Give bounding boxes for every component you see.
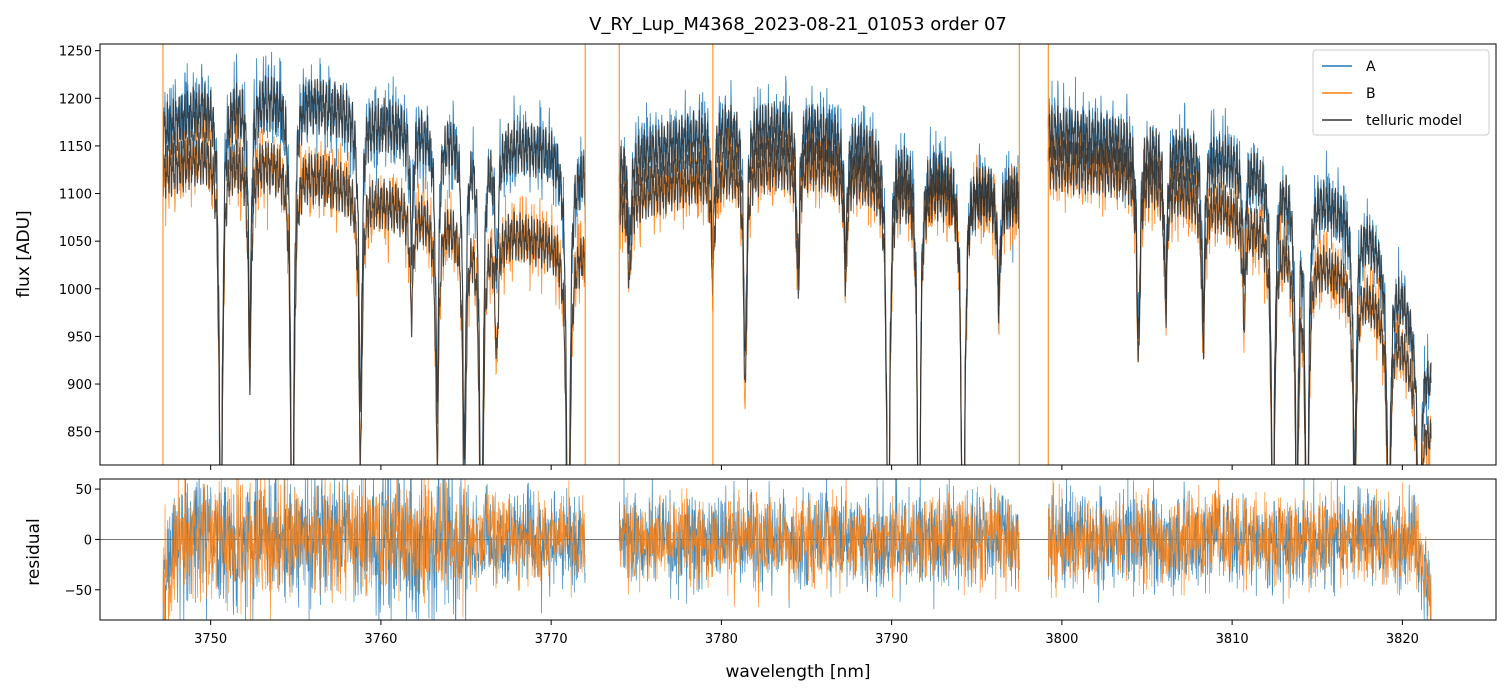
residual-a-line xyxy=(162,479,586,620)
telluric-model-line xyxy=(162,132,586,465)
residual-y-tick-label: 50 xyxy=(75,483,92,498)
residual-y-tick-label: −50 xyxy=(65,584,92,599)
legend-label-telluric: telluric model xyxy=(1366,113,1462,129)
residual-y-axis-label: residual xyxy=(24,518,44,585)
flux-x-ticks xyxy=(210,465,1403,470)
legend: A B telluric model xyxy=(1312,49,1490,136)
residual-x-tick-label: 3770 xyxy=(535,632,568,647)
spectrum-b-line xyxy=(618,120,1020,465)
residual-x-tick-label: 3790 xyxy=(875,632,908,647)
flux-y-tick-label: 850 xyxy=(67,426,92,441)
flux-y-tick-label: 1100 xyxy=(59,188,92,203)
flux-panel: 850 900 950 1000 1050 1100 1150 1200 1250 flux [… xyxy=(14,43,1497,470)
flux-y-ticks: 850 900 950 1000 1050 1100 1150 1200 1250 xyxy=(59,45,100,441)
legend-box xyxy=(1312,49,1490,136)
residual-x-tick-label: 3800 xyxy=(1045,632,1078,647)
flux-y-tick-label: 1250 xyxy=(59,45,92,60)
residual-axes-frame xyxy=(99,478,1497,621)
telluric-model-line xyxy=(618,101,1020,465)
flux-y-tick-label: 1050 xyxy=(59,235,92,250)
flux-y-tick-label: 1200 xyxy=(59,92,92,107)
flux-axes-frame xyxy=(99,43,1497,466)
flux-y-axis-label: flux [ADU] xyxy=(14,210,34,297)
telluric-model-line xyxy=(1047,104,1432,465)
residual-x-tick-label: 3820 xyxy=(1386,632,1419,647)
telluric-model-line xyxy=(618,137,1020,465)
residual-b-line xyxy=(618,479,1020,608)
chart-title: V_RY_Lup_M4368_2023-08-21_01053 order 07 xyxy=(589,14,1007,35)
residual-y-ticks: −50 0 50 xyxy=(65,483,100,599)
spectrum-b-line xyxy=(162,102,586,465)
flux-plot-area xyxy=(162,44,1432,465)
residual-x-tick-label: 3750 xyxy=(194,632,227,647)
residual-y-tick-label: 0 xyxy=(84,533,92,548)
residual-b-line xyxy=(1047,479,1432,620)
flux-y-tick-label: 900 xyxy=(67,378,92,393)
legend-label-b: B xyxy=(1366,86,1376,102)
x-axis-label: wavelength [nm] xyxy=(725,662,870,682)
residual-plot-area xyxy=(100,479,1496,620)
residual-a-line xyxy=(618,479,1020,610)
residual-x-tick-label: 3780 xyxy=(705,632,738,647)
flux-y-tick-label: 950 xyxy=(67,330,92,345)
residual-x-ticks: 3750 3760 3770 3780 3790 3800 3810 3820 xyxy=(194,620,1419,647)
residual-x-tick-label: 3760 xyxy=(364,632,397,647)
flux-y-tick-label: 1000 xyxy=(59,283,92,298)
residual-x-tick-label: 3810 xyxy=(1216,632,1249,647)
telluric-model-line xyxy=(1047,137,1432,465)
residual-a-line xyxy=(1047,479,1432,620)
residual-b-line xyxy=(162,479,586,620)
telluric-model-line xyxy=(162,76,586,465)
flux-y-tick-label: 1150 xyxy=(59,140,92,155)
legend-label-a: A xyxy=(1366,59,1376,75)
